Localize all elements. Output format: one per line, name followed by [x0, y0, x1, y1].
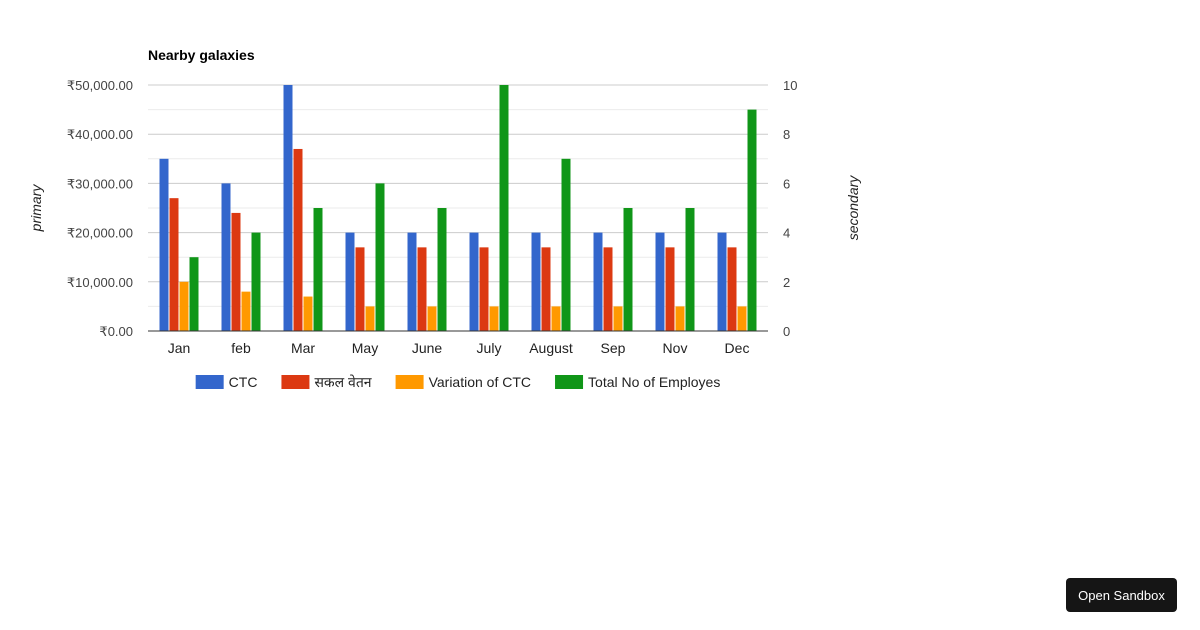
bar: [675, 306, 685, 331]
secondary-tick-label: 2: [783, 275, 790, 290]
bar: [417, 247, 427, 331]
open-sandbox-button[interactable]: Open Sandbox: [1066, 578, 1177, 612]
category-label: July: [477, 340, 502, 356]
bar: [665, 247, 675, 331]
bar: [293, 148, 303, 331]
category-label: June: [412, 340, 443, 356]
legend-label: सकल वेतन: [314, 374, 371, 390]
legend-item: Variation of CTC: [395, 374, 531, 390]
bar: [479, 247, 489, 331]
gridlines: [148, 84, 768, 307]
bar: [437, 208, 447, 331]
primary-axis-ticks: ₹0.00 ₹10,000.00 ₹20,000.00 ₹30,000.00 ₹40,0…: [67, 78, 133, 339]
secondary-tick-label: 4: [783, 226, 790, 241]
bar: [551, 306, 561, 331]
bars: [159, 85, 757, 331]
legend-swatch: [281, 375, 310, 389]
chart-title: Nearby galaxies: [148, 47, 255, 63]
bar: [179, 281, 189, 331]
bar: [717, 232, 727, 331]
legend-label: Total No of Employes: [588, 374, 720, 390]
primary-tick-label: ₹0.00: [99, 324, 133, 339]
bar: [603, 247, 613, 331]
secondary-tick-label: 0: [783, 324, 790, 339]
bar: [737, 306, 747, 331]
secondary-axis-ticks: 0 2 4 6 8 10: [783, 78, 797, 339]
bar: [407, 232, 417, 331]
category-labels: Jan feb Mar May June July August Sep Nov Dec: [168, 340, 750, 356]
bar: [169, 198, 179, 331]
legend-swatch: [395, 375, 424, 389]
category-label: Sep: [601, 340, 626, 356]
primary-tick-label: ₹40,000.00: [67, 127, 133, 142]
bar: [685, 208, 695, 331]
secondary-tick-label: 10: [783, 78, 797, 93]
bar: [221, 183, 231, 331]
category-label: feb: [231, 340, 251, 356]
bar: [499, 85, 509, 331]
category-label: Mar: [291, 340, 315, 356]
bar: [189, 257, 199, 331]
category-label: August: [529, 340, 573, 356]
primary-tick-label: ₹10,000.00: [67, 275, 133, 290]
bar: [469, 232, 479, 331]
bar: [561, 158, 571, 331]
category-label: Dec: [725, 340, 750, 356]
bar: [593, 232, 603, 331]
bar: [727, 247, 737, 331]
primary-tick-label: ₹30,000.00: [67, 176, 133, 191]
bar: [541, 247, 551, 331]
bar: [427, 306, 437, 331]
category-label: Nov: [663, 340, 688, 356]
legend-swatch: [555, 375, 584, 389]
bar: [375, 183, 385, 331]
primary-tick-label: ₹50,000.00: [67, 78, 133, 93]
bar: [623, 208, 633, 331]
legend-label: Variation of CTC: [429, 374, 531, 390]
bar: [355, 247, 365, 331]
bar: [241, 291, 251, 331]
bar: [655, 232, 665, 331]
bar: [283, 85, 293, 331]
legend-swatch: [195, 375, 224, 389]
bar: [531, 232, 541, 331]
bar: [303, 296, 313, 331]
bar: [345, 232, 355, 331]
secondary-axis-title: secondary: [845, 175, 861, 241]
bar: [613, 306, 623, 331]
legend-label: CTC: [229, 374, 258, 390]
bar: [365, 306, 375, 331]
category-label: Jan: [168, 340, 191, 356]
bar: [313, 208, 323, 331]
legend-item: Total No of Employes: [555, 374, 720, 390]
bar: [489, 306, 499, 331]
legend: CTC सकल वेतन Variation of CTC Total No of E…: [195, 374, 720, 390]
bar: [231, 212, 241, 331]
secondary-tick-label: 6: [783, 176, 790, 191]
secondary-tick-label: 8: [783, 127, 790, 142]
bar: [747, 109, 757, 331]
primary-axis-title: primary: [28, 184, 44, 233]
legend-item: CTC: [195, 374, 258, 390]
legend-item: सकल वेतन: [281, 374, 372, 390]
category-label: May: [352, 340, 378, 356]
primary-tick-label: ₹20,000.00: [67, 226, 133, 241]
bar: [251, 232, 261, 331]
bar: [159, 158, 169, 331]
